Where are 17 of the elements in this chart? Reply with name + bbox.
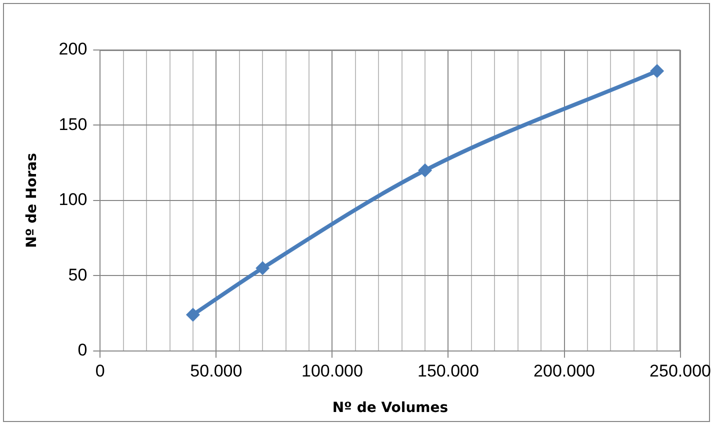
- x-tick-label: 100.000: [301, 362, 363, 381]
- x-tick-label: 250.000: [650, 362, 711, 381]
- y-axis-title: Nº de Horas: [24, 152, 40, 248]
- y-tick-label: 100: [58, 190, 88, 210]
- x-axis-title: Nº de Volumes: [332, 400, 448, 416]
- y-tick-label: 150: [58, 114, 88, 134]
- x-tick-label: 0: [95, 362, 105, 381]
- y-tick-label: 200: [58, 40, 88, 59]
- x-tick-label: 150.000: [418, 362, 479, 381]
- point: [650, 64, 664, 78]
- point: [418, 163, 432, 178]
- x-tick-label: 50.000: [190, 362, 242, 381]
- y-tick-label: 0: [78, 340, 88, 360]
- point: [186, 308, 200, 322]
- point: [256, 261, 270, 276]
- y-tick-label: 50: [68, 265, 88, 284]
- x-tick-label: 200.000: [534, 362, 595, 381]
